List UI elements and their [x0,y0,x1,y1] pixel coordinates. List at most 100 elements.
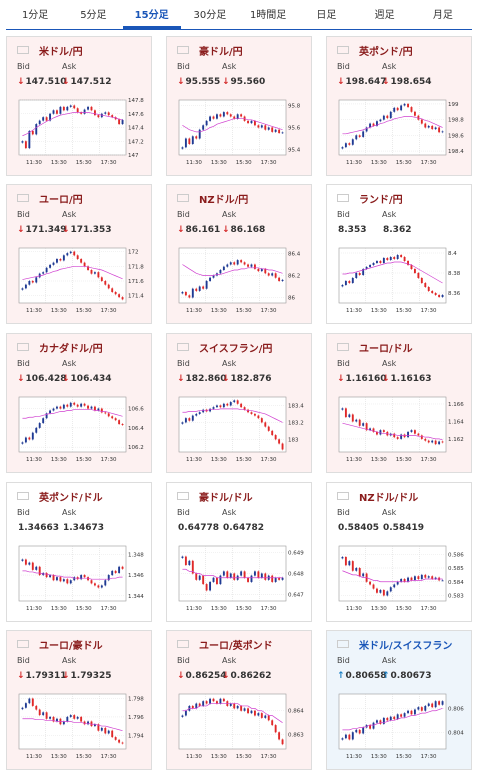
currency-card[interactable]: 英ポンド/円 Bid Ask ↓198.647 ↓198.654 199 198.8 198.… [326,36,472,176]
y-tick-label: 1.344 [128,594,144,600]
trend-arrow-icon: ↓ [222,225,230,235]
ask-number: 106.434 [70,374,112,384]
y-tick-label: 0.863 [288,733,304,739]
candle-body [80,716,83,722]
moving-average-line [22,570,123,580]
tab-timeframe[interactable]: 月足 [432,10,453,21]
tab-timeframe[interactable]: 5分足 [80,10,107,21]
currency-card[interactable]: ユーロ/ドル Bid Ask ↓1.16160 ↓1.16163 1.166 1.164 1.… [326,333,472,473]
price-chart[interactable]: 199 198.8 198.6 198.4 11:30 13:30 15:30 17:30 [337,97,468,167]
pair-name[interactable]: 英ポンド/ドル [39,492,103,504]
currency-card[interactable]: NZドル/円 Bid Ask ↓86.161 ↓86.168 86.4 86.2 86 11:3… [166,184,312,324]
candle-body [365,127,368,132]
candle-body [362,727,365,734]
candle-body [73,577,76,581]
currency-card[interactable]: スイスフラン/円 Bid Ask ↓182.860 ↓182.876 183.4 183.2… [166,333,312,473]
candle-body [121,742,124,744]
tab-timeframe[interactable]: 15分足 [122,2,181,29]
price-chart[interactable]: 95.8 95.6 95.4 11:30 13:30 15:30 17:30 [177,97,308,167]
tab-timeframe[interactable]: 30分足 [193,10,227,21]
pair-name[interactable]: カナダドル/円 [39,343,103,355]
candle-body [434,440,437,445]
candle-body [118,566,121,573]
candle-body [49,410,52,414]
candle-body [278,577,281,580]
bid-value: 0.58405 [337,523,379,533]
candle-body [351,278,354,283]
pair-name[interactable]: 豪ドル/円 [199,46,243,58]
candle-body [52,575,55,581]
plot-area [338,545,447,602]
candle-body [191,560,194,574]
candle-body [348,414,351,418]
chart-svg: 172 171.8 171.6 171.4 11:30 13:30 15:30 17:30 [18,247,144,314]
chart-svg: 1.166 1.164 1.162 11:30 13:30 15:30 17:30 [338,396,464,463]
pair-name[interactable]: ユーロ/ドル [359,343,413,355]
price-chart[interactable]: 1.348 1.346 1.344 11:30 13:30 15:30 17:30 [17,543,148,613]
currency-card[interactable]: 英ポンド/ドル Bid Ask 1.34663 1.34673 1.348 1.346 1.3… [6,482,152,622]
candle-body [209,698,212,704]
currency-card[interactable]: カナダドル/円 Bid Ask ↓106.428 ↓106.434 106.6 106.4 1… [6,333,152,473]
candle-body [413,576,416,581]
price-chart[interactable]: 0.864 0.863 11:30 13:30 15:30 17:30 [177,691,308,761]
plot-area [338,396,447,453]
candle-body [90,406,93,409]
currency-card[interactable]: 米ドル/円 Bid Ask ↓147.510 ↓147.512 147.8 147.6 147… [6,36,152,176]
candle-body [236,260,239,265]
candle-body [121,424,124,425]
candle-body [97,724,100,731]
price-chart[interactable]: 183.4 183.2 183 11:30 13:30 15:30 17:30 [177,394,308,464]
pair-name[interactable]: NZドル/円 [199,194,249,206]
price-chart[interactable]: 172 171.8 171.6 171.4 11:30 13:30 15:30 17:30 [17,245,148,315]
currency-card[interactable]: ユーロ/円 Bid Ask ↓171.349 ↓171.353 172 171.8 171.6… [6,184,152,324]
candle-body [413,269,416,273]
candle-body [216,114,218,119]
price-chart[interactable]: 8.4 8.38 8.36 11:30 13:30 15:30 17:30 [337,245,468,315]
tab-timeframe[interactable]: 日足 [316,10,337,21]
pair-name[interactable]: ユーロ/英ポンド [199,640,273,652]
tab-timeframe[interactable]: 1時間足 [249,10,287,21]
currency-card[interactable]: 豪ドル/ドル Bid Ask 0.64778 0.64782 0.649 0.648 0.64… [166,482,312,622]
ask-value: ↓1.16163 [382,374,432,384]
price-chart[interactable]: 0.586 0.585 0.584 0.583 11:30 13:30 15:30 17:30 [337,543,468,613]
pair-name[interactable]: ユーロ/豪ドル [39,640,103,652]
candle-body [278,277,281,281]
pair-name[interactable]: 豪ドル/ドル [199,492,253,504]
price-chart[interactable]: 106.6 106.4 106.2 11:30 13:30 15:30 17:30 [17,394,148,464]
candle-body [181,147,184,149]
candle-body [376,588,378,593]
pair-name[interactable]: 英ポンド/円 [359,46,413,58]
ask-number: 147.512 [70,77,112,87]
price-chart[interactable]: 147.8 147.6 147.4 147.2 147 11:30 13:30 15:30 17… [17,97,148,167]
candle-body [431,291,434,293]
bid-label: Bid [337,210,350,219]
pair-name[interactable]: ユーロ/円 [39,194,83,206]
pair-name[interactable]: 米ドル/スイスフラン [359,640,453,652]
tab-timeframe[interactable]: 週足 [374,10,395,21]
eu-flag-icon [17,194,29,202]
x-tick-label: 15:30 [396,308,412,314]
currency-card[interactable]: 豪ドル/円 Bid Ask ↓95.555 ↓95.560 95.8 95.6 95.4 11:… [166,36,312,176]
currency-card[interactable]: ユーロ/英ポンド Bid Ask ↓0.86254 ↓0.86262 0.864 0.863… [166,630,312,770]
candle-body [351,139,354,145]
moving-average-line [182,118,283,133]
candle-body [93,583,96,586]
pair-name[interactable]: ランド/円 [359,194,403,206]
pair-name[interactable]: スイスフラン/円 [199,343,273,355]
price-chart[interactable]: 0.649 0.648 0.647 11:30 13:30 15:30 17:30 [177,543,308,613]
price-chart[interactable]: 1.166 1.164 1.162 11:30 13:30 15:30 17:30 [337,394,468,464]
candle-body [38,566,41,576]
currency-card[interactable]: ランド/円 Bid Ask 8.353 8.362 8.4 8.38 8.36 11:30 13:… [326,184,472,324]
currency-card[interactable]: NZドル/ドル Bid Ask 0.58405 0.58419 0.586 0.585 0.5… [326,482,472,622]
price-chart[interactable]: 86.4 86.2 86 11:30 13:30 15:30 17:30 [177,245,308,315]
ask-label: Ask [382,359,397,368]
currency-card[interactable]: ユーロ/豪ドル Bid Ask ↓1.79311 ↓1.79325 1.798 1.796 1… [6,630,152,770]
price-chart[interactable]: 0.806 0.804 11:30 13:30 15:30 17:30 [337,691,468,761]
pair-name[interactable]: NZドル/ドル [359,492,419,504]
candle-body [253,413,256,416]
tab-timeframe[interactable]: 1分足 [21,10,49,21]
price-chart[interactable]: 1.798 1.796 1.794 11:30 13:30 15:30 17:30 [17,691,148,761]
pair-name[interactable]: 米ドル/円 [39,46,83,58]
nz-flag-icon [177,194,189,202]
currency-card[interactable]: 米ドル/スイスフラン Bid Ask ↑0.80658 ↑0.80673 0.806 0.8… [326,630,472,770]
